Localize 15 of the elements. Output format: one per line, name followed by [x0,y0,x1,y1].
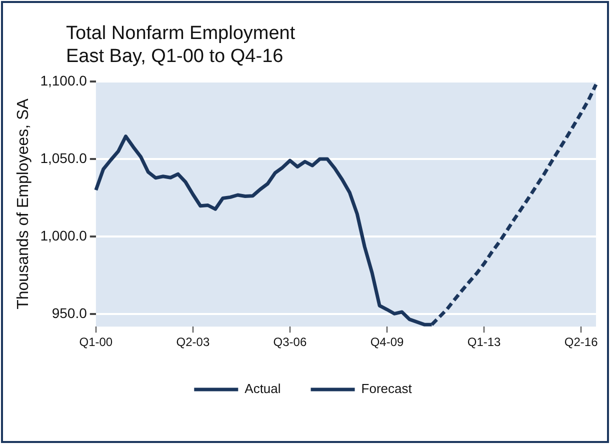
y-axis-title: Thousands of Employees, SA [15,98,32,310]
x-tick-label: Q3-06 [273,335,307,350]
chart-title: Total Nonfarm Employment [66,22,296,45]
y-tick-label: 1,000.0 [40,227,88,244]
chart-subtitle: East Bay, Q1-00 to Q4-16 [66,45,284,68]
x-tick-label: Q4-09 [370,335,404,350]
x-tick-label: Q1-13 [467,335,502,350]
y-tick-label: 1,100.0 [40,72,88,88]
legend-label: Forecast [361,381,412,396]
x-tick-label: Q2-03 [176,335,210,350]
x-tick-label: Q2-16 [564,335,598,350]
y-tick-label: 950.0 [52,305,88,322]
y-tick-label: 1,050.0 [40,150,88,166]
x-tick-label: Q1-00 [79,335,113,350]
legend-label: Actual [244,381,281,396]
